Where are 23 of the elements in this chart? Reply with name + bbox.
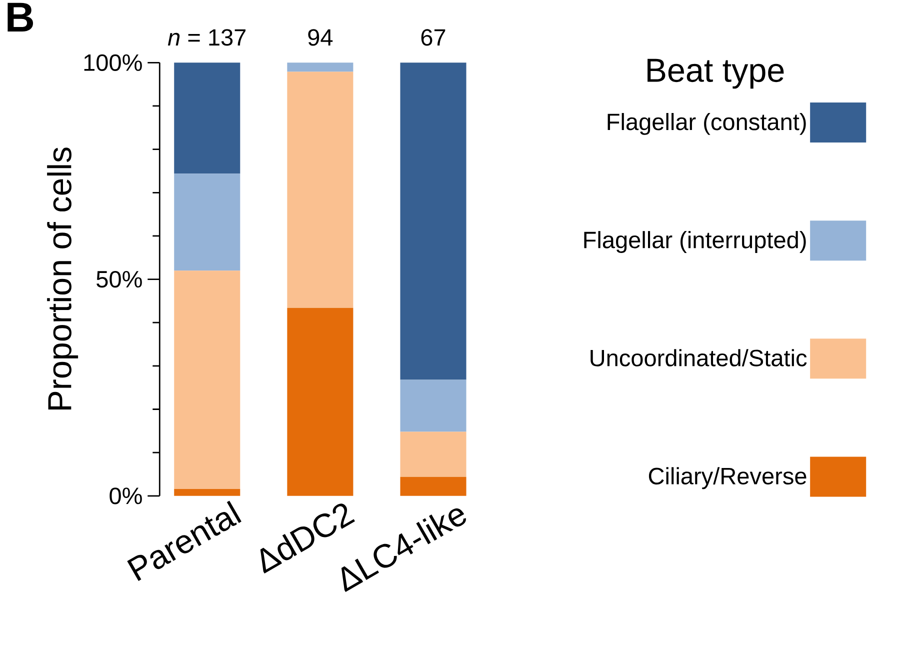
bar [400, 62, 466, 380]
legend-label: Ciliary/Reverse [648, 467, 806, 490]
bar [400, 380, 466, 432]
text: 67 [421, 29, 446, 46]
bar [174, 62, 240, 174]
bar [287, 308, 354, 496]
bar [287, 72, 354, 308]
bar [400, 476, 466, 496]
bar [400, 432, 466, 477]
legend-label: Flagellar (interrupted) [584, 231, 806, 253]
y-tick-label: 50% [96, 270, 142, 288]
y-tick-label: 100% [84, 54, 142, 71]
text: n = 137 [168, 29, 246, 46]
chart-title: B [8, 2, 34, 32]
legend-title: Beat type [648, 58, 784, 89]
legend-label: Uncoordinated/Static [590, 349, 807, 366]
legend-label: Flagellar (constant) [608, 112, 806, 135]
bar [174, 488, 240, 496]
text: 94 [308, 29, 333, 46]
bar [174, 174, 240, 271]
y-axis-title: Proportion of cells [47, 148, 78, 410]
bar [287, 62, 354, 72]
bar [174, 270, 240, 489]
